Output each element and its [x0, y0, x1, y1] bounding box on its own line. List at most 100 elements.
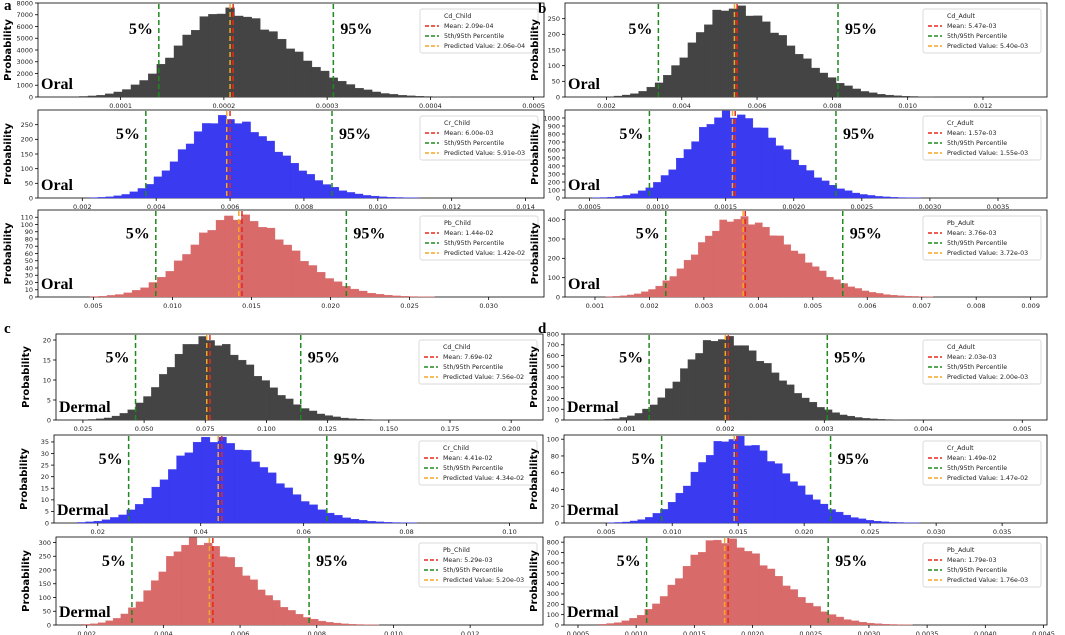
percentile-95-label: 95% [340, 21, 372, 38]
histogram-bar [698, 462, 707, 524]
histogram-bar [766, 461, 775, 524]
legend-percentile: 5th/95th Percentile [947, 33, 1007, 40]
histogram-bar [604, 419, 613, 421]
histogram-bar [774, 463, 783, 524]
histogram-bar [720, 10, 730, 98]
histogram-bar [778, 35, 787, 98]
histogram-bar [113, 91, 123, 98]
legend: Cd_Child Mean: 7.69e-02 5th/95th Percentil… [418, 339, 538, 385]
legend-series-name: Pb_Child [444, 220, 471, 227]
x-tick-label: 0.015 [729, 528, 748, 536]
histogram-bar [725, 336, 734, 421]
histogram-bar [636, 615, 646, 626]
histogram-bars [79, 7, 450, 98]
histogram-bar [266, 140, 275, 199]
percentile-95-label: 95% [843, 126, 875, 143]
histogram-bar [366, 292, 376, 298]
histogram-bar [113, 195, 123, 199]
histogram-bar [909, 96, 919, 98]
legend: Pb_Child Mean: 5.29e-03 5th/95th Percentil… [418, 542, 538, 588]
histogram-bar [96, 95, 106, 98]
y-axis-label: Probability [530, 19, 541, 81]
x-tick-label: 0.0005 [567, 630, 590, 635]
histogram-bar [308, 265, 318, 298]
histogram-bar [118, 514, 128, 524]
histogram-bar [854, 417, 863, 421]
histogram-bar [284, 487, 293, 524]
histogram-bar [378, 196, 388, 199]
x-tick-label: 0.0020 [741, 630, 764, 635]
x-tick-label: 0.004 [154, 630, 173, 635]
histogram-bar [79, 96, 89, 98]
histogram-bar [166, 556, 175, 626]
histogram-bar [173, 260, 183, 298]
legend-series-name: Pb_Adult [947, 220, 975, 227]
histogram-bar [699, 127, 708, 199]
histogram-bar [698, 242, 706, 298]
legend-box [922, 440, 1042, 486]
x-tick-label: 0.007 [912, 302, 931, 310]
route-label: Oral [568, 177, 601, 194]
legend-series-name: Cd_Adult [947, 344, 975, 351]
histogram-bar [794, 54, 804, 98]
y-tick-label: 20 [41, 473, 49, 481]
histogram-bar [242, 121, 251, 199]
histogram-bar [721, 441, 730, 524]
histogram-bar [350, 288, 360, 298]
histogram-bar [85, 521, 95, 524]
histogram-bar [634, 413, 643, 421]
histogram-bar [358, 520, 368, 524]
legend-percentile: 5th/95th Percentile [444, 33, 504, 40]
x-tick-label: 0.002 [716, 425, 735, 433]
histogram-bar [736, 435, 745, 524]
histogram-bar [911, 296, 919, 298]
histogram-bar [813, 177, 822, 199]
y-tick-label: 0 [29, 194, 33, 202]
y-tick-label: 60 [25, 250, 33, 258]
histogram-bar [282, 244, 292, 298]
histogram-bar [852, 88, 861, 98]
histogram-bar [702, 340, 712, 421]
histogram-bar [820, 611, 829, 626]
histogram-bar [627, 294, 635, 298]
histogram-bar [778, 380, 787, 421]
histogram-bar [371, 91, 381, 98]
percentile-5-label: 5% [632, 451, 656, 468]
legend-percentile: 5th/95th Percentile [947, 364, 1007, 371]
histogram-bar [394, 197, 404, 199]
y-axis-label: Probability [530, 123, 541, 185]
histogram-bars [607, 435, 920, 524]
histogram-bar [712, 230, 720, 298]
histogram-bar [612, 296, 621, 298]
legend: Cd_Adult Mean: 5.47e-03 5th/95th Percentil… [922, 8, 1042, 54]
histogram-bar [298, 170, 307, 199]
legend-mean: Mean: 2.09e-04 [444, 23, 493, 30]
histogram-bar [414, 96, 424, 98]
histogram-bar [181, 544, 190, 626]
y-tick-label: 50 [25, 180, 33, 188]
y-axis-label: Probability [530, 222, 541, 284]
legend-series-name: Cr_Adult [947, 120, 974, 127]
histogram-bar [676, 268, 685, 298]
y-tick-label: 7000 [16, 11, 33, 19]
x-tick-label: 0.200 [502, 425, 521, 433]
y-tick-label: 10 [43, 376, 51, 384]
y-tick-label: 0 [29, 293, 33, 301]
histogram-bar [798, 165, 807, 199]
histogram-bar [295, 614, 304, 626]
x-tick-label: 0.010 [384, 630, 403, 635]
histogram-bar [695, 353, 704, 421]
histogram-bar [687, 42, 697, 98]
y-axis-label: Probability [529, 550, 540, 612]
histogram-bar [843, 619, 852, 626]
y-tick-label: 200 [39, 566, 51, 574]
histogram-bar [782, 585, 791, 626]
histogram-bar [860, 91, 870, 98]
histogram-bar [192, 441, 202, 524]
legend-predicted: Predicted Value: 1.47e-02 [947, 475, 1028, 482]
legend: Cr_Adult Mean: 1.49e-02 5th/95th Percentil… [922, 440, 1042, 486]
histogram-bar [743, 445, 753, 524]
histogram-bar [771, 372, 780, 421]
histogram-bar [889, 624, 898, 626]
histogram-bar [259, 467, 269, 524]
